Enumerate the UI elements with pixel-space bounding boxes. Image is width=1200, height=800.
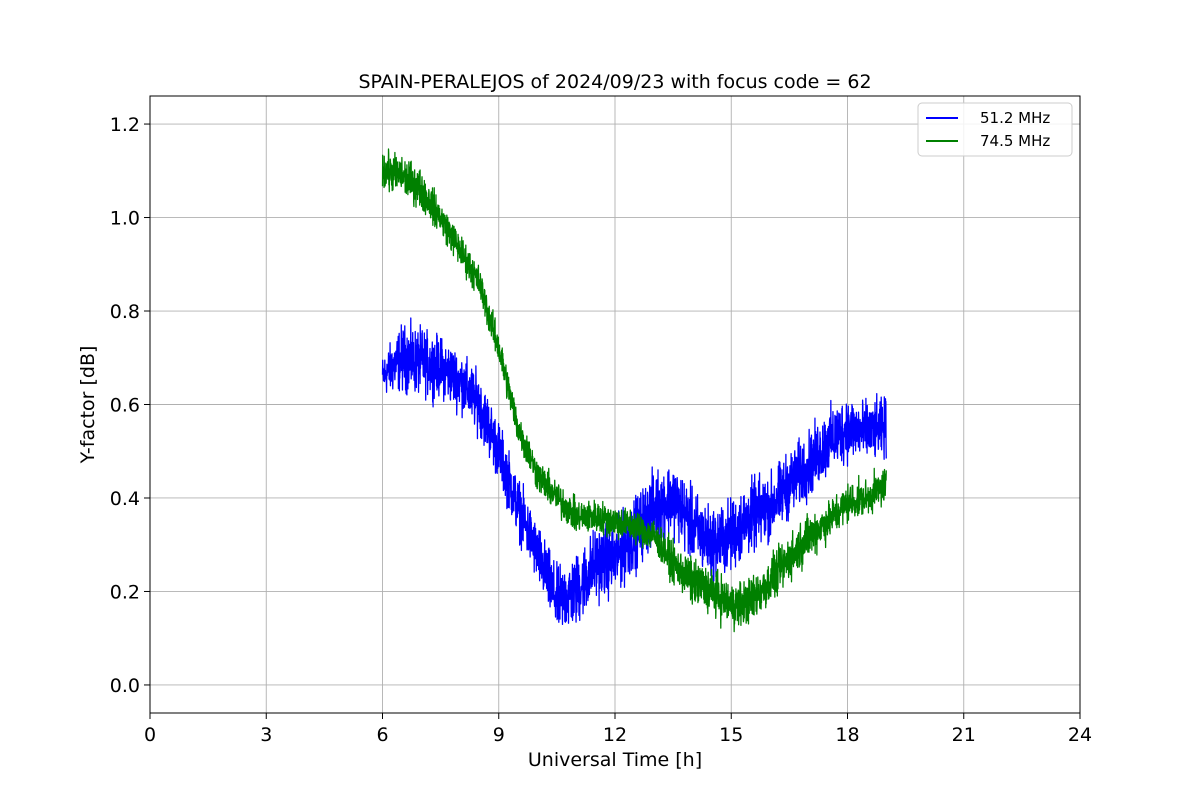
y-tick-label: 0.0 [110, 675, 140, 697]
x-tick-label: 9 [493, 724, 505, 746]
legend-label: 74.5 MHz [980, 132, 1050, 150]
x-tick-label: 21 [952, 724, 976, 746]
y-tick-label: 0.8 [110, 301, 140, 323]
x-tick-label: 0 [144, 724, 156, 746]
y-tick-label: 0.6 [110, 395, 140, 417]
legend-box [917, 102, 1073, 157]
x-axis-title: Universal Time [h] [528, 749, 702, 771]
x-tick-label: 3 [260, 724, 272, 746]
chart-title: SPAIN-PERALEJOS of 2024/09/23 with focus… [358, 71, 871, 93]
legend: 51.2 MHz 74.5 MHz [917, 102, 1073, 157]
series-line-1 [381, 317, 887, 625]
y-tick-label: 0.4 [110, 488, 140, 510]
y-tick-label: 0.2 [110, 581, 140, 603]
x-tick-label: 12 [603, 724, 627, 746]
axis-ticks: 0 3 6 9 12 15 18 21 24 0.0 0.2 0.4 0.6 0.8 1.0 1.2 [110, 114, 1092, 746]
y-tick-label: 1.0 [110, 208, 140, 230]
legend-label: 51.2 MHz [980, 109, 1050, 127]
series-line-2 [381, 148, 887, 633]
x-tick-label: 18 [835, 724, 859, 746]
series-group [381, 148, 887, 633]
x-tick-label: 24 [1068, 724, 1092, 746]
grid [149, 96, 1081, 713]
y-axis-title: Y-factor [dB] [77, 346, 99, 465]
y-tick-label: 1.2 [110, 114, 140, 136]
x-tick-label: 15 [719, 724, 743, 746]
x-tick-label: 6 [376, 724, 388, 746]
